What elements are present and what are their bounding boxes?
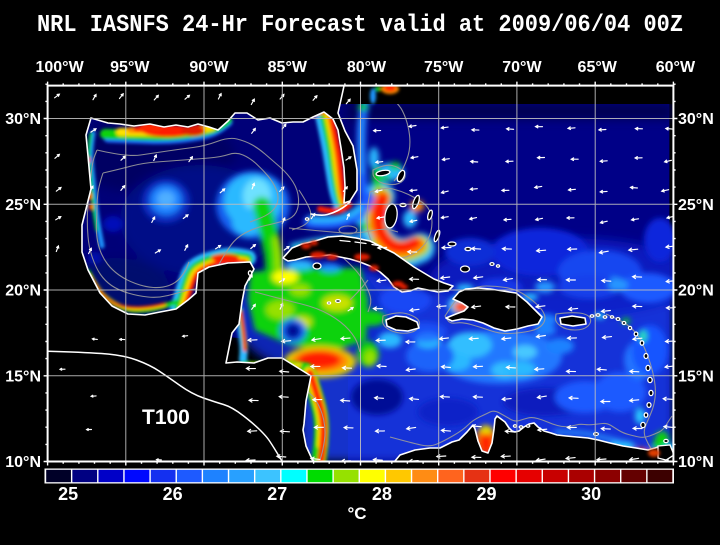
svg-text:65°W: 65°W [578, 59, 618, 76]
svg-text:29: 29 [476, 484, 496, 504]
svg-text:20°N: 20°N [678, 283, 714, 300]
svg-text:95°W: 95°W [110, 59, 150, 76]
svg-text:15°N: 15°N [5, 368, 41, 385]
svg-text:30: 30 [581, 484, 601, 504]
svg-text:27: 27 [267, 484, 287, 504]
svg-text:25°N: 25°N [5, 197, 41, 214]
svg-text:15°N: 15°N [678, 368, 714, 385]
svg-text:26: 26 [163, 484, 183, 504]
svg-text:28: 28 [372, 484, 392, 504]
svg-text:20°N: 20°N [5, 283, 41, 300]
svg-text:°C: °C [347, 504, 366, 523]
svg-text:100°W: 100°W [35, 59, 84, 76]
svg-text:30°N: 30°N [5, 111, 41, 128]
svg-text:85°W: 85°W [268, 59, 308, 76]
svg-text:NRL IASNFS 24-Hr Forecast val: NRL IASNFS 24-Hr Forecast valid at 2009/… [37, 12, 683, 39]
svg-text:10°N: 10°N [5, 454, 41, 471]
svg-text:30°N: 30°N [678, 111, 714, 128]
svg-text:80°W: 80°W [347, 59, 387, 76]
svg-text:T100: T100 [142, 406, 190, 429]
svg-text:25°N: 25°N [678, 197, 714, 214]
svg-text:75°W: 75°W [424, 59, 464, 76]
svg-text:25: 25 [58, 484, 78, 504]
svg-text:90°W: 90°W [189, 59, 229, 76]
svg-text:10°N: 10°N [678, 454, 714, 471]
svg-text:60°W: 60°W [656, 59, 696, 76]
svg-text:70°W: 70°W [502, 59, 542, 76]
